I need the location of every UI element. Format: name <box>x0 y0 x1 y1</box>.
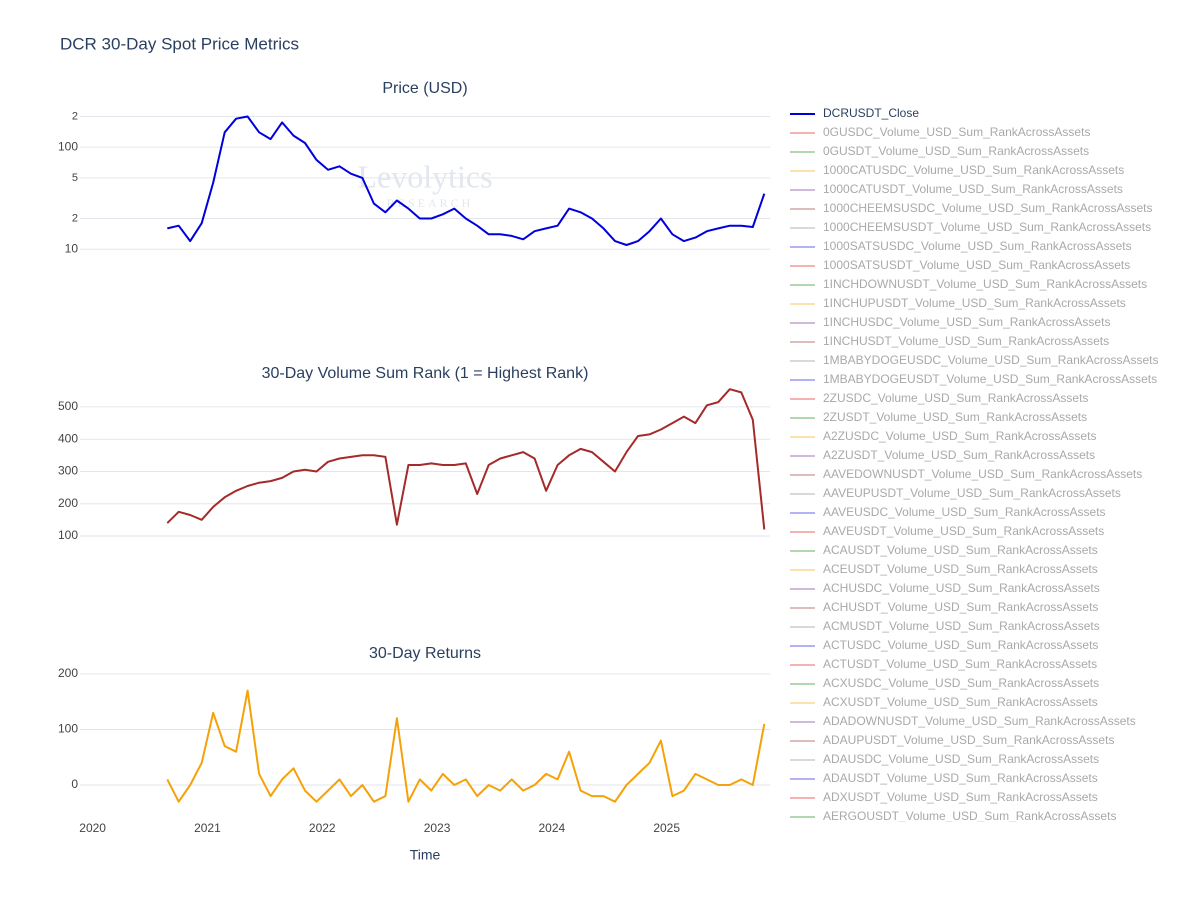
legend-label: ACAUSDT_Volume_USD_Sum_RankAcrossAssets <box>823 543 1098 557</box>
x-tick-label: 2023 <box>424 821 451 835</box>
y-tick-label: 200 <box>58 666 78 680</box>
x-axis-label: Time <box>410 847 441 863</box>
x-tick-label: 2020 <box>79 821 106 835</box>
watermark: RESEARCH <box>387 196 474 210</box>
subplot-title: 30-Day Volume Sum Rank (1 = Highest Rank… <box>262 365 589 382</box>
y-tick-label: 2 <box>72 110 78 122</box>
legend-label: ADAUSDC_Volume_USD_Sum_RankAcrossAssets <box>823 752 1099 766</box>
legend-label: 1000SATSUSDC_Volume_USD_Sum_RankAcrossAs… <box>823 239 1132 253</box>
legend-label: 1000CATUSDC_Volume_USD_Sum_RankAcrossAss… <box>823 163 1124 177</box>
series-line <box>166 689 766 803</box>
legend-label: ACXUSDC_Volume_USD_Sum_RankAcrossAssets <box>823 676 1099 690</box>
legend-label: AAVEUSDT_Volume_USD_Sum_RankAcrossAssets <box>823 524 1104 538</box>
legend-label: 1000SATSUSDT_Volume_USD_Sum_RankAcrossAs… <box>823 258 1130 272</box>
series-line <box>167 115 766 246</box>
legend-label: 2ZUSDC_Volume_USD_Sum_RankAcrossAssets <box>823 391 1088 405</box>
legend-label: 1000CATUSDT_Volume_USD_Sum_RankAcrossAss… <box>823 182 1123 196</box>
legend-label: 1INCHDOWNUSDT_Volume_USD_Sum_RankAcrossA… <box>823 277 1147 291</box>
y-tick-label: 500 <box>58 399 78 413</box>
legend-label: 1INCHUSDT_Volume_USD_Sum_RankAcrossAsset… <box>823 334 1109 348</box>
x-tick-label: 2024 <box>539 821 566 835</box>
series-line <box>166 388 766 530</box>
legend-label: 1MBABYDOGEUSDT_Volume_USD_Sum_RankAcross… <box>823 372 1157 386</box>
legend-label: AAVEDOWNUSDT_Volume_USD_Sum_RankAcrossAs… <box>823 467 1142 481</box>
y-tick-label: 5 <box>72 172 78 184</box>
y-tick-label: 100 <box>58 722 78 736</box>
legend-label: ADAUSDT_Volume_USD_Sum_RankAcrossAssets <box>823 771 1098 785</box>
watermark: Levolytics <box>357 158 492 194</box>
y-tick-label: 400 <box>58 431 78 445</box>
y-tick-label: 0 <box>71 777 78 791</box>
legend-label: ADAUPUSDT_Volume_USD_Sum_RankAcrossAsset… <box>823 733 1114 747</box>
subplot-title: 30-Day Returns <box>369 645 481 662</box>
x-tick-label: 2025 <box>653 821 680 835</box>
y-tick-label: 200 <box>58 496 78 510</box>
y-tick-label: 100 <box>58 528 78 542</box>
legend-label: ACTUSDT_Volume_USD_Sum_RankAcrossAssets <box>823 657 1097 671</box>
y-tick-label: 10 <box>65 241 79 255</box>
legend-label: 2ZUSDT_Volume_USD_Sum_RankAcrossAssets <box>823 410 1087 424</box>
chart-title: DCR 30-Day Spot Price Metrics <box>60 34 299 53</box>
y-tick-label: 2 <box>72 212 78 224</box>
legend-label: 1MBABYDOGEUSDC_Volume_USD_Sum_RankAcross… <box>823 353 1158 367</box>
legend-label: ACHUSDT_Volume_USD_Sum_RankAcrossAssets <box>823 600 1098 614</box>
legend-label: ACHUSDC_Volume_USD_Sum_RankAcrossAssets <box>823 581 1100 595</box>
legend-label: 1INCHUSDC_Volume_USD_Sum_RankAcrossAsset… <box>823 315 1110 329</box>
legend-label: ACEUSDT_Volume_USD_Sum_RankAcrossAssets <box>823 562 1098 576</box>
legend-label: AERGOUSDT_Volume_USD_Sum_RankAcrossAsset… <box>823 809 1116 823</box>
legend-label: ADADOWNUSDT_Volume_USD_Sum_RankAcrossAss… <box>823 714 1136 728</box>
y-tick-label: 300 <box>58 464 78 478</box>
legend-label: 1000CHEEMSUSDC_Volume_USD_Sum_RankAcross… <box>823 201 1152 215</box>
legend-label: A2ZUSDC_Volume_USD_Sum_RankAcrossAssets <box>823 429 1096 443</box>
x-tick-label: 2022 <box>309 821 336 835</box>
legend-label: ADXUSDT_Volume_USD_Sum_RankAcrossAssets <box>823 790 1098 804</box>
legend-label: DCRUSDT_Close <box>823 106 919 120</box>
legend-label: ACTUSDC_Volume_USD_Sum_RankAcrossAssets <box>823 638 1098 652</box>
legend-label: ACMUSDT_Volume_USD_Sum_RankAcrossAssets <box>823 619 1100 633</box>
legend: DCRUSDT_Close 0GUSDC_Volume_USD_Sum_RankA… <box>790 106 1158 823</box>
legend-label: A2ZUSDT_Volume_USD_Sum_RankAcrossAssets <box>823 448 1095 462</box>
legend-label: 1000CHEEMSUSDT_Volume_USD_Sum_RankAcross… <box>823 220 1151 234</box>
legend-label: ACXUSDT_Volume_USD_Sum_RankAcrossAssets <box>823 695 1098 709</box>
legend-label: AAVEUSDC_Volume_USD_Sum_RankAcrossAssets <box>823 505 1106 519</box>
x-tick-label: 2021 <box>194 821 221 835</box>
y-tick-label: 100 <box>58 139 78 153</box>
legend-label: 0GUSDC_Volume_USD_Sum_RankAcrossAssets <box>823 125 1090 139</box>
legend-label: 1INCHUPUSDT_Volume_USD_Sum_RankAcrossAss… <box>823 296 1126 310</box>
legend-label: 0GUSDT_Volume_USD_Sum_RankAcrossAssets <box>823 144 1089 158</box>
legend-label: AAVEUPUSDT_Volume_USD_Sum_RankAcrossAsse… <box>823 486 1121 500</box>
subplot-title: Price (USD) <box>382 80 467 97</box>
